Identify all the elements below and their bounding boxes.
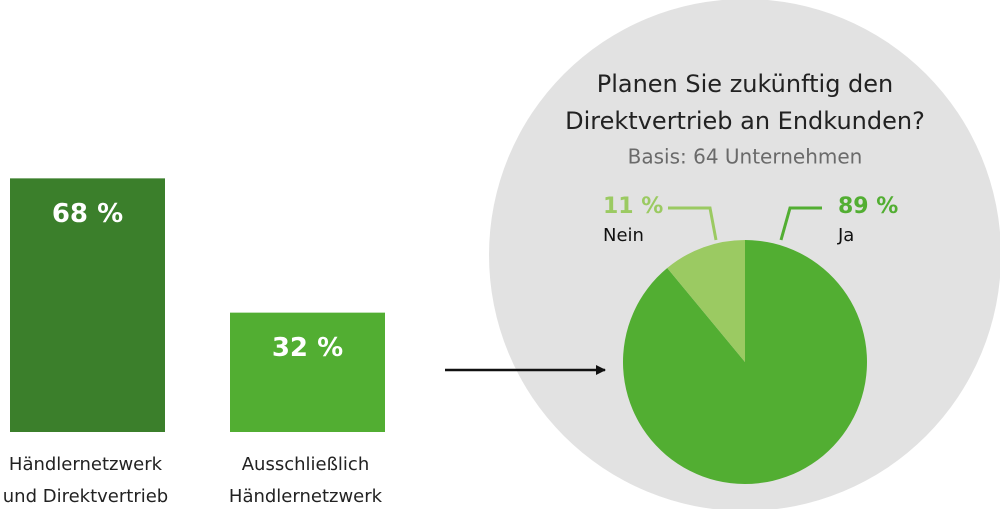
leader-line <box>668 206 718 241</box>
chart-title: Planen Sie zukünftig den <box>597 70 894 98</box>
pie-slice <box>622 240 867 484</box>
category-label: Ja <box>837 225 854 246</box>
value-label: 11 % <box>603 194 663 219</box>
value-label: 89 % <box>838 194 898 219</box>
category-label: und Direktvertrieb <box>3 486 168 507</box>
category-label: Händlernetzwerk <box>9 454 163 475</box>
category-label: Nein <box>603 225 644 246</box>
bar <box>10 178 165 432</box>
value-label: 68 % <box>52 199 123 229</box>
bar <box>230 312 385 432</box>
pie-slice <box>667 240 745 362</box>
category-label: Händlernetzwerk <box>229 486 383 507</box>
chart-title: Direktvertrieb an Endkunden? <box>565 107 925 135</box>
chart-subtitle: Basis: 64 Unternehmen <box>628 145 863 169</box>
value-label: 32 % <box>272 333 343 363</box>
leader-line <box>779 206 822 241</box>
category-label: Ausschließlich <box>242 454 370 475</box>
